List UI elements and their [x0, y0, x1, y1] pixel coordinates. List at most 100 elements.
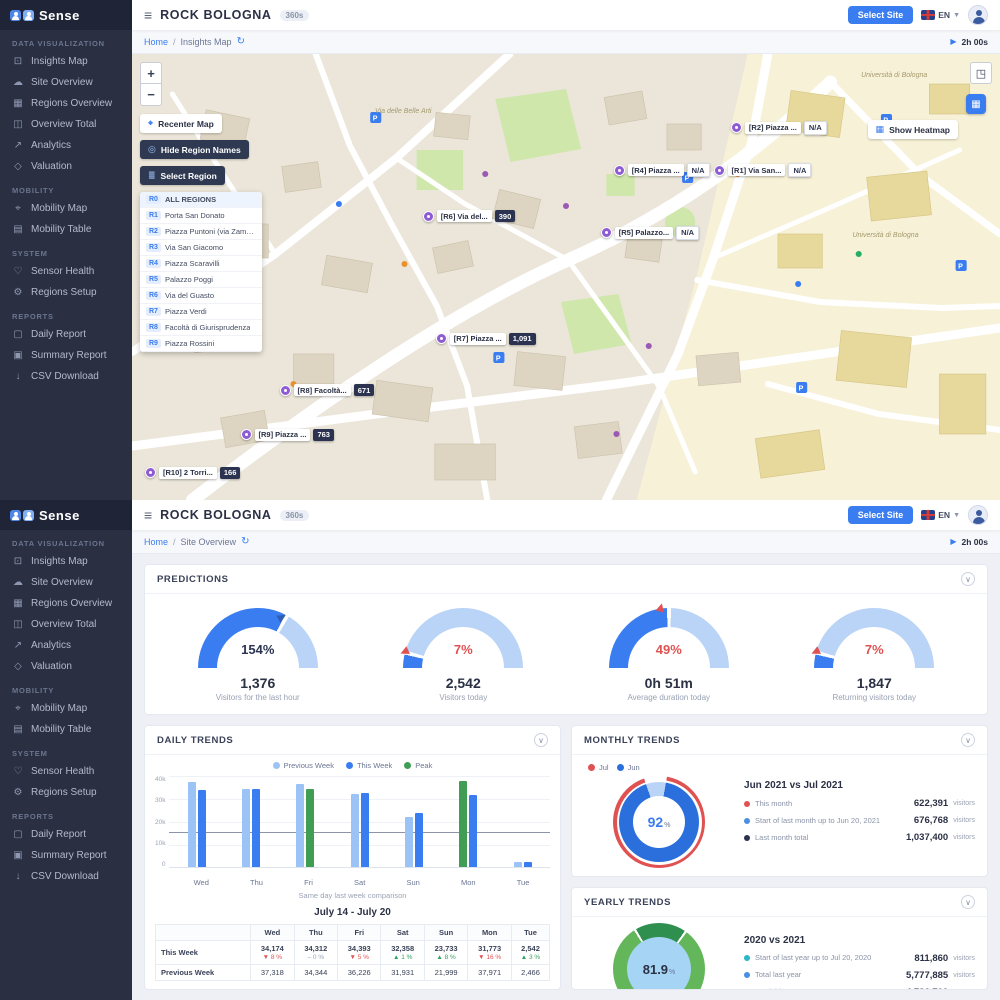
legend-dot: [345, 762, 353, 769]
region-option[interactable]: R8 Facoltà di Giurisprudenza: [140, 320, 262, 336]
marker-value-badge: 390: [494, 210, 516, 223]
table-column-header: Mon: [467, 924, 512, 941]
legend-item[interactable]: This Week: [345, 761, 392, 770]
stat-dot: [744, 972, 751, 978]
avatar[interactable]: [968, 505, 988, 525]
map-area: P P P P P P Università di Bologna Univer…: [132, 54, 1000, 500]
sidebar-item[interactable]: ↗ Analytics: [0, 135, 132, 156]
fullscreen-button[interactable]: ◳: [970, 62, 992, 84]
play-timer-icon[interactable]: ▶: [950, 537, 957, 546]
sidebar-item[interactable]: ♡ Sensor Health: [0, 761, 132, 782]
region-option[interactable]: R7 Piazza Verdi: [140, 304, 262, 320]
sidebar-item[interactable]: ▤ Mobility Table: [0, 719, 132, 740]
bar-group[interactable]: [350, 776, 369, 867]
region-marker[interactable]: [R8] Facoltà... 671: [279, 384, 375, 397]
refresh-icon[interactable]: ↻: [236, 36, 245, 47]
bar-group[interactable]: [459, 776, 478, 867]
region-marker[interactable]: [R2] Piazza ... N/A: [730, 120, 827, 135]
language-switcher[interactable]: EN ▼: [921, 10, 960, 20]
language-switcher[interactable]: EN ▼: [921, 510, 960, 520]
table-cell: 31,773 16 %: [467, 940, 512, 965]
select-site-button[interactable]: Select Site: [847, 6, 914, 24]
stat-row: Total last year 5,777,885 visitors: [744, 970, 975, 981]
region-option[interactable]: R5 Palazzo Poggi: [140, 272, 262, 288]
breadcrumb-home-link[interactable]: Home: [144, 536, 169, 547]
sidebar-item[interactable]: ⊡ Insights Map: [0, 551, 132, 572]
legend-item[interactable]: Previous Week: [272, 761, 334, 770]
region-marker[interactable]: [R4] Piazza ... N/A: [613, 163, 710, 178]
sidebar-item[interactable]: ◫ Overview Total: [0, 114, 132, 135]
avatar[interactable]: [968, 5, 988, 25]
sidebar-item[interactable]: ☁ Site Overview: [0, 572, 132, 593]
region-option[interactable]: R3 Via San Giacomo: [140, 240, 262, 256]
zoom-in-button[interactable]: +: [140, 62, 162, 84]
logo[interactable]: Sense: [0, 500, 132, 530]
legend-item[interactable]: Jul: [588, 763, 609, 772]
compare-title: 2020 vs 2021: [744, 934, 806, 946]
region-option[interactable]: R6 Via del Guasto: [140, 288, 262, 304]
legend-item[interactable]: Peak: [404, 761, 432, 770]
breadcrumb-home-link[interactable]: Home: [144, 36, 169, 47]
region-marker[interactable]: [R10] 2 Torri... 166: [145, 466, 241, 479]
legend-item[interactable]: Jun: [616, 763, 640, 772]
nav-section-title: SYSTEM: [12, 749, 48, 758]
show-heatmap-button[interactable]: ▦ Show Heatmap: [867, 120, 958, 139]
logo[interactable]: Sense: [0, 0, 132, 30]
bar-group[interactable]: [513, 776, 532, 867]
region-marker[interactable]: [R1] Via San... N/A: [713, 163, 812, 178]
play-timer-icon[interactable]: ▶: [950, 37, 957, 46]
sidebar-item[interactable]: ↓ CSV Download: [0, 366, 132, 387]
region-marker[interactable]: [R6] Via del... 390: [422, 210, 516, 223]
hamburger-menu-icon[interactable]: ≡: [144, 507, 153, 523]
nav-item-icon: ▤: [13, 724, 23, 735]
sidebar-item[interactable]: ↗ Analytics: [0, 635, 132, 656]
sidebar-item[interactable]: ⚙ Regions Setup: [0, 282, 132, 303]
sidebar-item[interactable]: ▣ Summary Report: [0, 345, 132, 366]
region-option[interactable]: R9 Piazza Rossini: [140, 336, 262, 352]
heatmap-icon-button[interactable]: ▦: [966, 94, 986, 114]
sidebar-item[interactable]: ◫ Overview Total: [0, 614, 132, 635]
sidebar-item[interactable]: ⌖ Mobility Map: [0, 698, 132, 719]
camera-marker-icon: [435, 333, 447, 345]
bar-group[interactable]: [187, 776, 206, 867]
region-name: ALL REGIONS: [164, 195, 217, 204]
sidebar-item[interactable]: ⌖ Mobility Map: [0, 198, 132, 219]
region-marker[interactable]: [R9] Piazza ... 763: [240, 428, 334, 441]
sidebar-item[interactable]: ▦ Regions Overview: [0, 593, 132, 614]
sidebar-item[interactable]: ♡ Sensor Health: [0, 261, 132, 282]
panel-collapse-icon[interactable]: ∨: [961, 895, 975, 909]
region-option[interactable]: R4 Piazza Scaravilli: [140, 256, 262, 272]
hide-region-names-button[interactable]: ◎ Hide Region Names: [140, 140, 249, 159]
region-option[interactable]: R2 Piazza Puntoni (via Zamboni): [140, 224, 262, 240]
sidebar-item[interactable]: ▢ Daily Report: [0, 824, 132, 845]
sidebar-item[interactable]: ⊡ Insights Map: [0, 51, 132, 72]
sidebar-item[interactable]: ▣ Summary Report: [0, 845, 132, 866]
zoom-out-button[interactable]: −: [140, 84, 162, 106]
panel-collapse-icon[interactable]: ∨: [534, 733, 549, 747]
sidebar-item[interactable]: ▢ Daily Report: [0, 324, 132, 345]
recenter-map-button[interactable]: ⌖ Recenter Map: [140, 114, 222, 133]
region-marker[interactable]: [R7] Piazza ... 1,091: [435, 332, 536, 345]
sidebar-item[interactable]: ◇ Valuation: [0, 656, 132, 677]
sidebar-item[interactable]: ☁ Site Overview: [0, 72, 132, 93]
sidebar-item[interactable]: ⚙ Regions Setup: [0, 782, 132, 803]
bar-group[interactable]: [242, 776, 261, 867]
sidebar-item[interactable]: ◇ Valuation: [0, 156, 132, 177]
sidebar-item[interactable]: ▦ Regions Overview: [0, 93, 132, 114]
region-option[interactable]: R0 ALL REGIONS: [140, 192, 262, 208]
panel-collapse-icon[interactable]: ∨: [961, 733, 975, 747]
sidebar-item[interactable]: ↓ CSV Download: [0, 866, 132, 887]
nav-item-label: Analytics: [31, 640, 72, 651]
region-marker[interactable]: [R5] Palazzo... N/A: [600, 225, 700, 240]
hamburger-menu-icon[interactable]: ≡: [144, 7, 153, 23]
select-site-button[interactable]: Select Site: [847, 506, 914, 524]
bar-group[interactable]: [405, 776, 424, 867]
refresh-icon[interactable]: ↻: [241, 536, 250, 547]
sidebar-item[interactable]: ▤ Mobility Table: [0, 219, 132, 240]
region-option[interactable]: R1 Porta San Donato: [140, 208, 262, 224]
panel-collapse-icon[interactable]: ∨: [961, 572, 975, 586]
bar-group[interactable]: [296, 776, 315, 867]
select-region-button[interactable]: ≣ Select Region: [140, 166, 225, 185]
row-label: Previous Week: [154, 964, 252, 981]
